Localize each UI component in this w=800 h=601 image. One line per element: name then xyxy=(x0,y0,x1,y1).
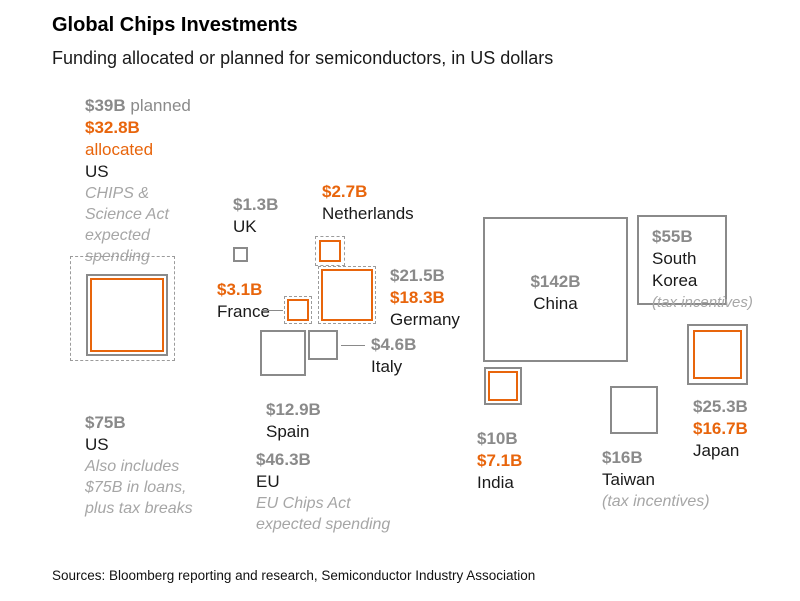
us-total-note: Also includes $75B in loans, plus tax br… xyxy=(85,458,193,517)
japan-allocated-value: $16.7B xyxy=(693,419,748,438)
france-allocated-square xyxy=(287,299,309,321)
netherlands-country-name: Netherlands xyxy=(322,204,414,223)
italy-value: $4.6B xyxy=(371,335,417,354)
germany-planned-square xyxy=(318,266,376,324)
taiwan-value: $16B xyxy=(602,448,643,467)
uk-square xyxy=(233,247,248,262)
us-allocated-line: $32.8B allocated xyxy=(85,117,203,161)
chart-subtitle: Funding allocated or planned for semicon… xyxy=(52,48,554,68)
germany-allocated-value: $18.3B xyxy=(390,288,445,307)
south-korea-square: $55B South Korea (tax incentives) xyxy=(637,215,753,311)
india-total-square xyxy=(484,367,522,405)
taiwan-country-name: Taiwan xyxy=(602,470,655,489)
eu-name: EU xyxy=(256,472,280,491)
italy-square xyxy=(308,330,338,360)
south-korea-country-name: South Korea xyxy=(652,249,698,290)
japan-total-value: $25.3B xyxy=(693,397,748,416)
spain-country-name: Spain xyxy=(266,422,310,441)
taiwan-note: (tax incentives) xyxy=(602,493,710,510)
south-korea-value: $55B xyxy=(652,227,693,246)
uk-label-block: $1.3B UK xyxy=(233,194,278,238)
us-planned-word: planned xyxy=(130,96,191,115)
netherlands-label-block: $2.7B Netherlands xyxy=(322,181,414,225)
japan-total-square xyxy=(687,324,748,385)
chart-title: Global Chips Investments xyxy=(52,14,298,36)
italy-leader-line xyxy=(341,345,365,346)
spain-square xyxy=(260,330,306,376)
uk-country-name: UK xyxy=(233,217,257,236)
spain-value: $12.9B xyxy=(266,400,321,419)
germany-label-block: $21.5B $18.3B Germany xyxy=(390,265,460,331)
us-note: CHIPS & Science Act expected spending xyxy=(85,185,169,265)
india-allocated-value: $7.1B xyxy=(477,451,523,470)
japan-allocated-square xyxy=(693,330,742,379)
germany-allocated-square xyxy=(321,269,373,321)
china-label-block: $142B China xyxy=(485,271,626,315)
italy-country-name: Italy xyxy=(371,357,403,376)
india-allocated-square xyxy=(488,371,518,401)
us-allocated-word: allocated xyxy=(85,140,154,159)
netherlands-value: $2.7B xyxy=(322,182,368,201)
netherlands-allocated-square xyxy=(319,240,341,262)
france-dashed-square xyxy=(284,296,312,324)
taiwan-square xyxy=(610,386,658,434)
eu-value: $46.3B xyxy=(256,450,311,469)
france-label-block: $3.1B France xyxy=(217,279,270,323)
china-country-name: China xyxy=(533,294,578,313)
eu-label-block: $46.3B EU EU Chips Act expected spending xyxy=(256,449,426,535)
netherlands-dashed-square xyxy=(315,236,345,266)
taiwan-label-block: $16B Taiwan (tax incentives) xyxy=(602,447,742,512)
japan-label-block: $25.3B $16.7B Japan xyxy=(693,396,748,462)
us-planned-square xyxy=(86,274,168,356)
south-korea-note: (tax incentives) xyxy=(652,294,753,311)
china-value: $142B xyxy=(530,272,581,291)
us-expected-spending-square xyxy=(70,256,175,361)
spain-label-block: $12.9B Spain xyxy=(266,399,321,443)
india-total-value: $10B xyxy=(477,429,518,448)
us-allocated-value: $32.8B xyxy=(85,118,140,137)
india-label-block: $10B $7.1B India xyxy=(477,428,522,494)
us-planned-value: $39B xyxy=(85,96,126,115)
source-line: Sources: Bloomberg reporting and researc… xyxy=(52,568,536,583)
france-country-name: France xyxy=(217,302,270,321)
china-square: $142B China xyxy=(483,217,628,362)
uk-value: $1.3B xyxy=(233,195,279,214)
us-total-value: $75B xyxy=(85,413,126,432)
us-total-name: US xyxy=(85,435,109,454)
france-value: $3.1B xyxy=(217,280,263,299)
france-leader-line xyxy=(262,310,283,311)
india-country-name: India xyxy=(477,473,514,492)
germany-planned-value: $21.5B xyxy=(390,266,445,285)
us-allocated-square xyxy=(90,278,164,352)
italy-label-block: $4.6B Italy xyxy=(371,334,416,378)
japan-country-name: Japan xyxy=(693,441,740,460)
us-total-label-block: $75B US Also includes $75B in loans, plu… xyxy=(85,412,215,519)
south-korea-label-block: $55B South Korea (tax incentives) xyxy=(652,226,753,313)
us-label-block: $39B planned $32.8B allocated US CHIPS &… xyxy=(85,95,203,267)
us-country-name: US xyxy=(85,162,109,181)
germany-country-name: Germany xyxy=(390,310,460,329)
us-planned-line: $39B planned xyxy=(85,95,203,117)
eu-note: EU Chips Act expected spending xyxy=(256,495,391,533)
